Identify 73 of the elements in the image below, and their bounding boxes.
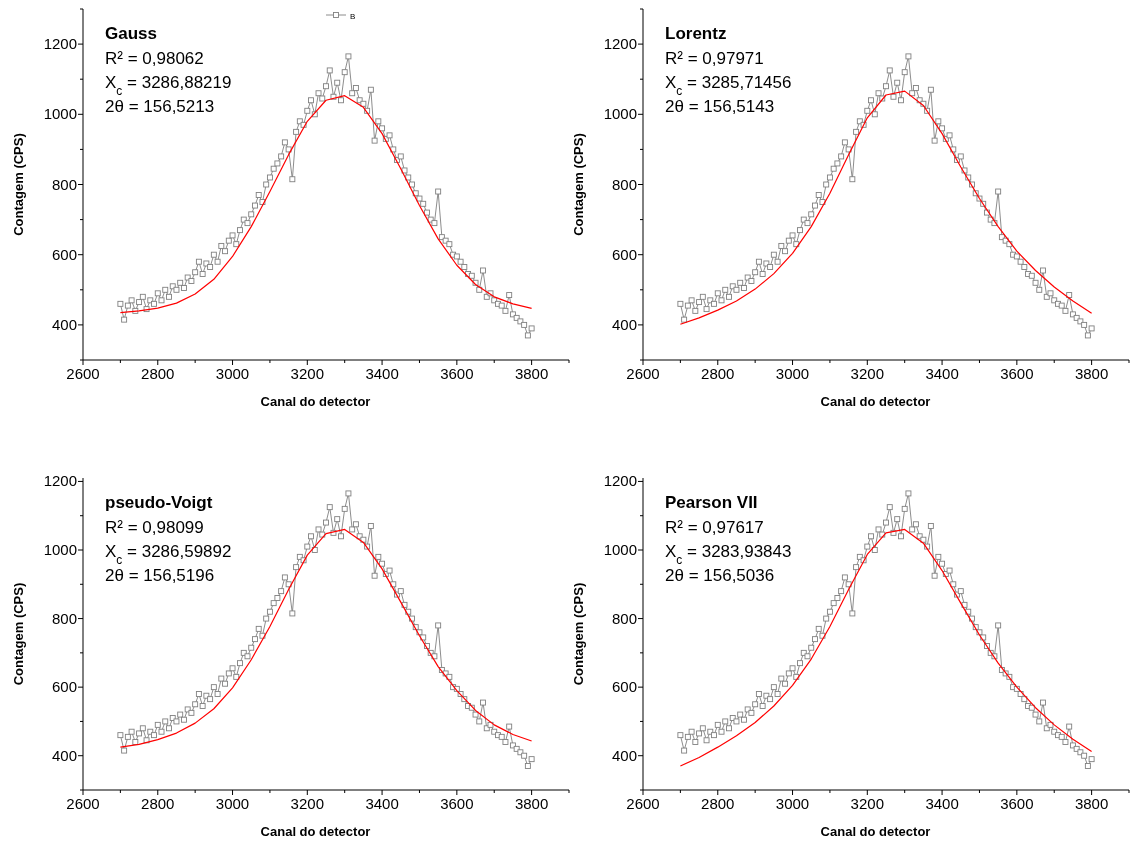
x-tick-label: 3200	[850, 795, 884, 812]
y-tick-label: 1000	[43, 105, 77, 123]
y-tick-label: 1000	[603, 105, 637, 123]
x-tick-label: 3200	[290, 365, 324, 382]
y-axis-title: Contagem (CPS)	[11, 133, 26, 236]
y-tick-label: 1200	[603, 35, 637, 53]
x-tick-label: 2600	[66, 795, 100, 812]
x-tick-label: 3600	[1000, 365, 1034, 382]
annotation: R² = 0,98099	[105, 518, 204, 537]
annotation: R² = 0,98062	[105, 49, 204, 68]
x-tick-label: 2600	[626, 365, 660, 382]
annotation: 2θ = 156,5036	[665, 566, 775, 585]
y-tick-label: 1200	[603, 472, 637, 490]
x-tick-label: 3400	[365, 795, 399, 812]
x-tick-label: 3600	[440, 365, 474, 382]
y-tick-label: 1200	[43, 35, 77, 53]
y-tick-label: 1200	[43, 472, 77, 490]
x-tick-label: 3800	[1074, 795, 1109, 812]
x-tick-label: 3000	[775, 795, 810, 812]
text: Gauss	[105, 24, 157, 43]
x-tick-label: 2600	[626, 795, 660, 812]
y-tick-label: 600	[51, 678, 77, 696]
y-tick-label: 400	[611, 315, 637, 333]
y-tick-label: 400	[611, 746, 637, 764]
x-axis-title: Canal do detector	[260, 394, 371, 409]
x-axis-title: Canal do detector	[260, 824, 371, 839]
y-axis-title: Contagem (CPS)	[11, 582, 26, 686]
y-tick-label: 1000	[43, 541, 77, 558]
x-tick-label: 2600	[66, 365, 100, 382]
legend-label: B	[350, 11, 356, 21]
x-tick-label: 3000	[775, 365, 810, 382]
annotation: R² = 0,97617	[665, 518, 764, 537]
x-tick-label: 3800	[514, 795, 549, 812]
y-tick-label: 600	[611, 245, 637, 263]
y-axis-title: Contagem (CPS)	[571, 133, 586, 236]
annotation: 2θ = 156,5143	[665, 97, 775, 116]
y-tick-label: 800	[51, 609, 77, 627]
x-tick-label: 3800	[514, 365, 549, 382]
y-axis-title: Contagem (CPS)	[571, 582, 586, 686]
x-tick-label: 3200	[290, 795, 324, 812]
y-tick-label: 800	[611, 609, 637, 627]
x-tick-label: 3400	[925, 365, 959, 382]
annotation: X$_{c}$ = 3286,59892	[105, 542, 232, 567]
x-tick-label: 3000	[215, 365, 250, 382]
y-tick-label: 400	[51, 315, 77, 333]
y-tick-label: 400	[51, 746, 77, 764]
y-tick-label: 1000	[603, 541, 637, 558]
y-tick-label: 600	[611, 678, 637, 696]
text: Lorentz	[665, 24, 727, 43]
annotation: 2θ = 156,5196	[105, 566, 215, 585]
x-tick-label: 3000	[215, 795, 250, 812]
annotation: R² = 0,97971	[665, 49, 764, 68]
x-tick-label: 3600	[1000, 795, 1034, 812]
y-tick-label: 800	[51, 175, 77, 193]
annotation: 2θ = 156,5213	[105, 97, 215, 116]
x-tick-label: 3200	[850, 365, 884, 382]
x-tick-label: 2800	[701, 365, 735, 382]
x-axis-title: Canal do detector	[820, 824, 931, 839]
x-tick-label: 2800	[701, 795, 735, 812]
text: pseudo-Voigt	[105, 493, 213, 512]
x-tick-label: 3600	[440, 795, 474, 812]
annotation: X$_{c}$ = 3285,71456	[665, 73, 792, 98]
y-tick-label: 800	[611, 175, 637, 193]
y-tick-label: 600	[51, 245, 77, 263]
x-tick-label: 3400	[365, 365, 399, 382]
annotation: X$_{c}$ = 3286,88219	[105, 73, 232, 98]
annotation: X$_{c}$ = 3283,93843	[665, 542, 792, 567]
x-tick-label: 2800	[141, 365, 175, 382]
x-tick-label: 3800	[1074, 365, 1109, 382]
x-tick-label: 3400	[925, 795, 959, 812]
x-axis-title: Canal do detector	[820, 394, 931, 409]
text: Pearson VII	[665, 493, 758, 512]
x-tick-label: 2800	[141, 795, 175, 812]
